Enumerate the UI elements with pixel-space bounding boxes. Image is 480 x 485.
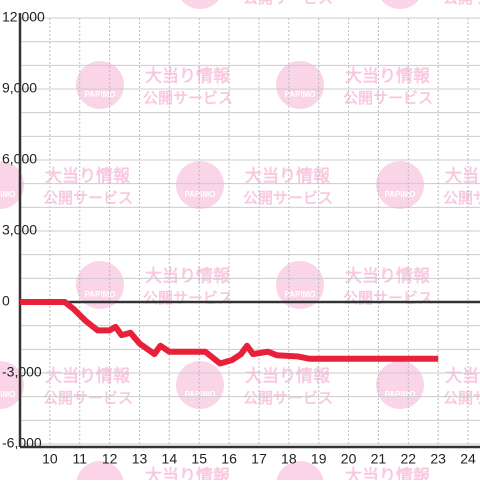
- x-tick-label: 11: [72, 451, 87, 467]
- watermark-text: 公開サービス: [243, 190, 333, 207]
- watermark-text: 公開サービス: [443, 0, 480, 7]
- x-tick-label: 12: [102, 451, 118, 467]
- y-tick-label: 0: [2, 293, 10, 309]
- watermark-logo: [76, 61, 124, 109]
- x-tick-label: 18: [281, 451, 297, 467]
- watermark-text: 大当り情報: [445, 165, 480, 185]
- watermark-text: 大当り情報: [345, 465, 431, 480]
- watermark-text: 公開サービス: [243, 0, 333, 7]
- watermark-logo: [0, 361, 24, 409]
- watermark-text: 公開サービス: [43, 390, 133, 407]
- watermark-logo: [276, 261, 324, 309]
- watermark-text: 公開サービス: [343, 290, 433, 307]
- x-tick-label: 17: [251, 451, 267, 467]
- watermark-logo-text: PAPIMO: [0, 390, 15, 399]
- watermark-logo-text: PAPIMO: [185, 190, 216, 199]
- watermark-logo: [381, 0, 419, 9]
- watermark-logo-text: PAPIMO: [85, 290, 116, 299]
- watermark-text: 大当り情報: [145, 265, 231, 285]
- line: [20, 299, 439, 367]
- watermark-text: 大当り情報: [445, 365, 480, 385]
- watermark-text: 大当り情報: [345, 265, 431, 285]
- watermark-text: 公開サービス: [343, 90, 433, 107]
- watermark-logo-text: PAPIMO: [185, 390, 216, 399]
- plot: 12,0009,0006,0003,0000-3,000-6,000101112…: [2, 9, 480, 467]
- watermark-logo: [276, 461, 324, 485]
- watermark-logo-text: PAPIMO: [385, 390, 416, 399]
- watermark-text: 公開サービス: [43, 190, 133, 207]
- x-tick-label: 15: [191, 451, 207, 467]
- y-tick-label: -6,000: [2, 435, 42, 451]
- watermark-text: 公開サービス: [243, 390, 333, 407]
- watermark-logo: [376, 161, 424, 209]
- watermark-text: 公開サービス: [443, 390, 480, 407]
- watermark-logo: [176, 161, 224, 209]
- watermark-text: 公開サービス: [143, 90, 233, 107]
- watermark-text: 公開サービス: [443, 190, 480, 207]
- watermark-logo: [0, 161, 24, 209]
- x-tick-label: 13: [132, 451, 148, 467]
- y-tick-label: 12,000: [2, 9, 45, 25]
- x-tick-label: 16: [221, 451, 237, 467]
- watermark-logo-text: PAPIMO: [385, 190, 416, 199]
- watermark-text: 大当り情報: [145, 65, 231, 85]
- watermark-logo-text: PAPIMO: [0, 190, 15, 199]
- watermark-text: 大当り情報: [45, 365, 131, 385]
- x-tick-label: 20: [341, 451, 357, 467]
- watermark-logo-text: PAPIMO: [85, 90, 116, 99]
- watermark-text: 公開サービス: [143, 290, 233, 307]
- x-tick-label: 23: [430, 451, 446, 467]
- x-tick-label: 22: [401, 451, 417, 467]
- watermark-text: 大当り情報: [345, 65, 431, 85]
- watermark-text: 大当り情報: [45, 165, 131, 185]
- watermark-logo: [176, 361, 224, 409]
- x-tick-label: 19: [311, 451, 327, 467]
- watermark-logo: [276, 61, 324, 109]
- watermark-logo: [376, 361, 424, 409]
- x-tick-label: 10: [42, 451, 58, 467]
- watermark-logo-text: PAPIMO: [285, 290, 316, 299]
- x-tick-label: 21: [371, 451, 387, 467]
- watermark-logo: [76, 261, 124, 309]
- watermark-text: 大当り情報: [245, 365, 331, 385]
- watermark-logo: [76, 461, 124, 485]
- grid: [20, 17, 480, 445]
- x-tick-label: 14: [162, 451, 178, 467]
- watermark-text: 大当り情報: [245, 165, 331, 185]
- x-tick-label: 24: [460, 451, 476, 467]
- watermark-text: 大当り情報: [145, 465, 231, 480]
- watermark-logo: [181, 0, 219, 9]
- watermark-logo-text: PAPIMO: [285, 90, 316, 99]
- y-tick-label: -3,000: [2, 364, 42, 380]
